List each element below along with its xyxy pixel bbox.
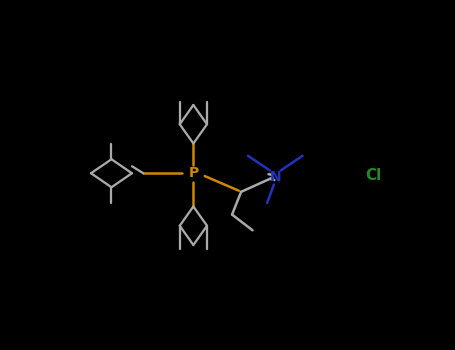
Text: Cl: Cl (365, 168, 381, 182)
Text: N: N (269, 170, 281, 184)
Text: P: P (188, 166, 198, 180)
